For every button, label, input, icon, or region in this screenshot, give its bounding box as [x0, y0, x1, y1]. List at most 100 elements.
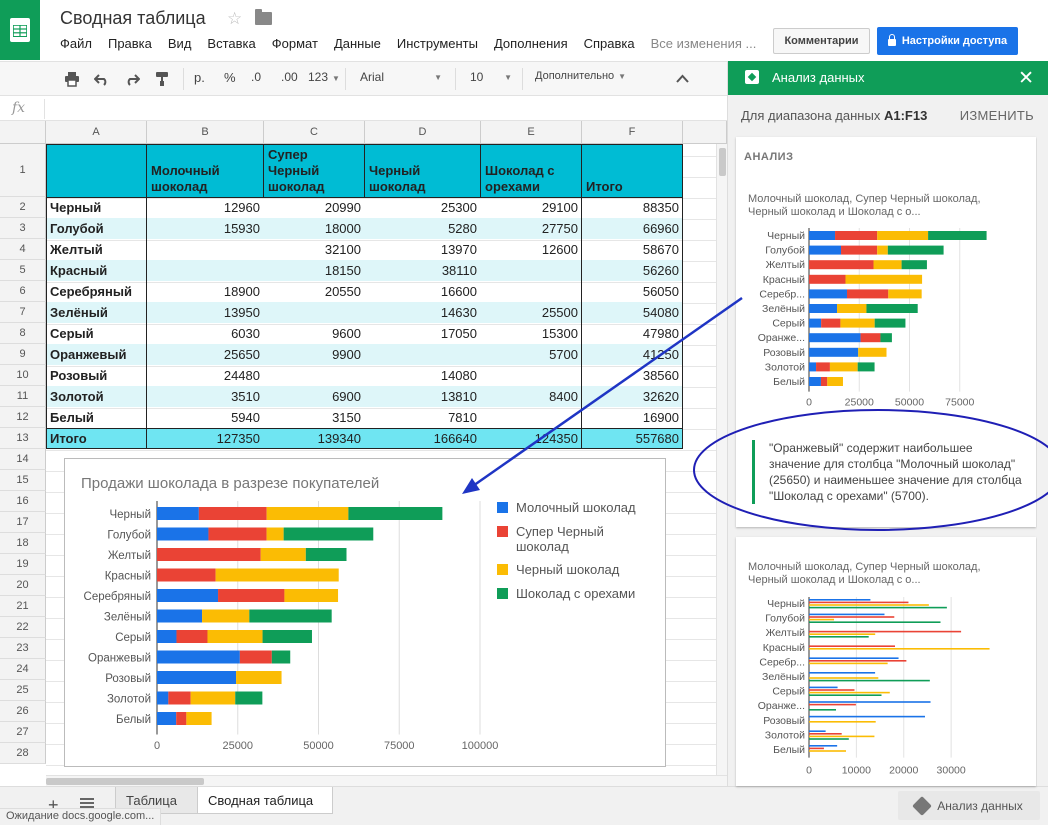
row-header[interactable]: 15 — [0, 470, 46, 491]
row-header[interactable]: 24 — [0, 659, 46, 680]
row-label-cell[interactable]: Золотой — [50, 389, 104, 404]
main-chart[interactable]: Продажи шоколада в разрезе покупателей 0 2… — [64, 458, 666, 767]
more-formats-dropdown[interactable]: Дополнительно ▼ — [535, 70, 626, 82]
value-cell[interactable]: 32620 — [642, 389, 679, 404]
row-header[interactable]: 16 — [0, 491, 46, 512]
value-cell[interactable]: 32100 — [324, 242, 361, 257]
value-cell[interactable]: 14630 — [440, 305, 477, 320]
bar-segment[interactable] — [283, 527, 374, 541]
paint-format-icon[interactable] — [155, 71, 169, 87]
row-label-cell[interactable]: Голубой — [50, 221, 104, 236]
value-cell[interactable]: 38560 — [642, 368, 679, 383]
row-label-cell[interactable]: Красный — [50, 263, 108, 278]
header-cell-f1[interactable]: Итого — [582, 144, 683, 197]
bar-segment[interactable] — [271, 650, 291, 664]
value-cell[interactable]: 13810 — [440, 389, 477, 404]
row-label-cell[interactable]: Серебряный — [50, 284, 132, 299]
bar-segment[interactable] — [168, 691, 191, 705]
value-cell[interactable] — [481, 260, 582, 281]
print-icon[interactable] — [64, 71, 80, 87]
header-cell-a1[interactable] — [46, 144, 147, 197]
row-header[interactable]: 11 — [0, 386, 46, 407]
menu-format[interactable]: Формат — [271, 36, 318, 51]
panel-scrollbar[interactable] — [1037, 137, 1048, 786]
row-label-cell[interactable]: Розовый — [50, 368, 108, 383]
value-cell[interactable]: 38110 — [441, 263, 477, 278]
value-cell[interactable] — [481, 407, 582, 428]
value-cell[interactable]: 47980 — [642, 326, 679, 341]
row-header[interactable]: 3 — [0, 218, 46, 239]
bar-segment[interactable] — [190, 691, 236, 705]
column-header-c[interactable]: C — [264, 121, 365, 144]
value-cell[interactable]: 14080 — [440, 368, 477, 383]
row-label-cell[interactable]: Черный — [50, 200, 102, 215]
bar-segment[interactable] — [176, 630, 208, 643]
value-cell[interactable]: 9900 — [332, 347, 361, 362]
percent-format-button[interactable]: % — [224, 70, 236, 85]
row-label-cell[interactable]: Желтый — [50, 242, 103, 257]
bar-segment[interactable] — [157, 712, 177, 725]
bar-segment[interactable] — [266, 507, 349, 520]
value-cell[interactable]: 7810 — [448, 410, 477, 425]
total-cell[interactable]: 557680 — [635, 431, 679, 446]
total-cell[interactable]: Итого — [50, 431, 87, 446]
bar-segment[interactable] — [157, 589, 219, 602]
bar-segment[interactable] — [198, 507, 267, 520]
value-cell[interactable]: 56050 — [642, 284, 679, 299]
row-header[interactable]: 8 — [0, 323, 46, 344]
row-header[interactable]: 12 — [0, 407, 46, 428]
total-cell[interactable]: 139340 — [317, 431, 361, 446]
value-cell[interactable]: 25300 — [440, 200, 477, 215]
value-cell[interactable]: 13970 — [440, 242, 477, 257]
row-header[interactable]: 7 — [0, 302, 46, 323]
close-icon[interactable]: ✕ — [1018, 68, 1034, 89]
tab-pivot-table[interactable]: Сводная таблица ▼ — [197, 787, 333, 814]
value-cell[interactable]: 3510 — [231, 389, 260, 404]
row-header[interactable]: 4 — [0, 239, 46, 260]
row-label-cell[interactable]: Белый — [50, 410, 94, 425]
comments-button[interactable]: Комментарии — [773, 28, 870, 54]
bar-segment[interactable] — [348, 507, 443, 520]
row-header[interactable]: 27 — [0, 722, 46, 743]
bar-segment[interactable] — [176, 712, 187, 725]
row-label-cell[interactable]: Оранжевый — [50, 347, 127, 362]
value-cell[interactable]: 5940 — [231, 410, 260, 425]
bar-segment[interactable] — [215, 568, 339, 582]
scroll-thumb[interactable] — [46, 778, 204, 785]
bar-segment[interactable] — [157, 691, 169, 705]
value-cell[interactable]: 20550 — [324, 284, 361, 299]
value-cell[interactable] — [481, 365, 582, 386]
value-cell[interactable]: 24480 — [223, 368, 260, 383]
value-cell[interactable]: 8400 — [549, 389, 578, 404]
value-cell[interactable]: 5700 — [549, 347, 578, 362]
bar-segment[interactable] — [157, 507, 199, 520]
total-cell[interactable]: 166640 — [433, 431, 477, 446]
value-cell[interactable]: 56260 — [642, 263, 679, 278]
bar-segment[interactable] — [157, 609, 203, 623]
value-cell[interactable]: 29100 — [541, 200, 578, 215]
value-cell[interactable] — [365, 344, 481, 365]
explore-button[interactable]: Анализ данных — [898, 791, 1040, 820]
value-cell[interactable]: 17050 — [440, 326, 477, 341]
bar-segment[interactable] — [260, 548, 306, 561]
column-header-d[interactable]: D — [365, 121, 481, 144]
row-header[interactable]: 17 — [0, 512, 46, 533]
row-header[interactable]: 2 — [0, 197, 46, 218]
header-cell-e1[interactable]: Шоколад с орехами — [481, 144, 582, 197]
total-cell[interactable]: 127350 — [216, 431, 260, 446]
value-cell[interactable]: 18150 — [324, 263, 361, 278]
bar-segment[interactable] — [239, 650, 272, 664]
redo-icon[interactable] — [124, 72, 140, 86]
value-cell[interactable]: 18000 — [324, 221, 361, 236]
vertical-scrollbar[interactable] — [716, 144, 727, 775]
row-header[interactable]: 18 — [0, 533, 46, 554]
decrease-decimal-button[interactable]: .0 — [251, 70, 262, 84]
menu-help[interactable]: Справка — [583, 36, 635, 51]
value-cell[interactable]: 16600 — [440, 284, 477, 299]
row-header[interactable]: 14 — [0, 449, 46, 470]
share-button[interactable]: Настройки доступа — [877, 27, 1018, 55]
value-cell[interactable]: 25650 — [223, 347, 260, 362]
value-cell[interactable]: 5280 — [448, 221, 477, 236]
change-range-button[interactable]: ИЗМЕНИТЬ — [959, 108, 1034, 123]
row-header[interactable]: 10 — [0, 365, 46, 386]
